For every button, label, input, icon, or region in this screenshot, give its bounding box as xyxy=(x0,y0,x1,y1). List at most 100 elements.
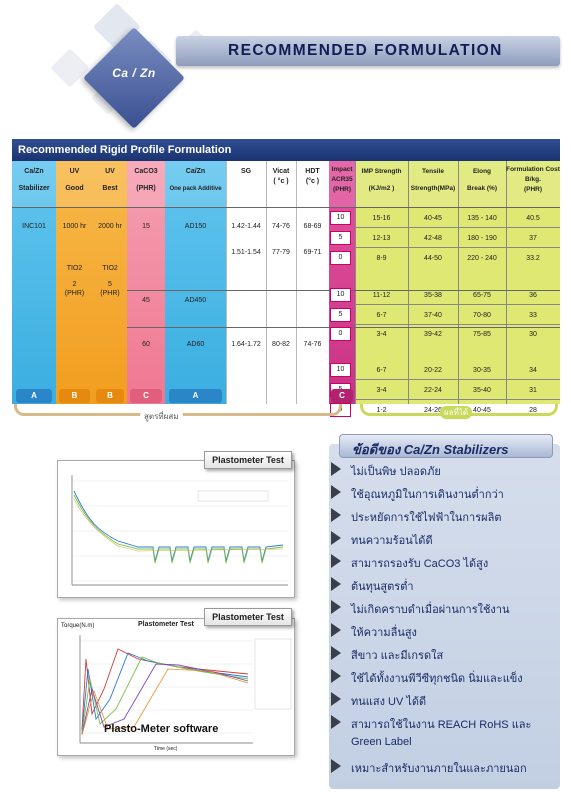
uv-good-amount: 2 xyxy=(72,281,77,288)
arrow-icon xyxy=(331,485,341,499)
imp-strength-value: 15-16 xyxy=(372,215,391,222)
benefit-text: ใช้ได้ทั้งงานพีวีซีทุกชนิด นิ่มและแข็ง xyxy=(351,673,523,685)
col-divider xyxy=(226,161,227,404)
benefit-text: ใช้อุณหภูมิในการเดินงานต่ำกว่า xyxy=(351,489,504,501)
tensile-value: 37-40 xyxy=(424,312,442,319)
header-imp-strength: IMP Strength (KJ/m2 ) xyxy=(361,168,402,192)
benefit-item: ใช้ได้ทั้งงานพีวีซีทุกชนิด นิ่มและแข็ง xyxy=(331,668,559,686)
col-uv-good xyxy=(56,161,93,404)
vicat-value: 80-82 xyxy=(272,341,290,348)
benefit-text: ไม่เป็นพิษ ปลอดภัย xyxy=(351,466,441,478)
col-divider xyxy=(266,161,267,404)
plastometer-tag-1: Plastometer Test xyxy=(204,451,292,469)
uv-good-hours: 1000 hr xyxy=(62,223,87,230)
badge-label: Ca / Zn xyxy=(112,66,156,80)
tab-additive: A xyxy=(169,389,222,403)
impact-value: 5 xyxy=(330,308,351,322)
benefit-item: ไม่เป็นพิษ ปลอดภัย xyxy=(331,461,559,479)
col-divider xyxy=(296,161,297,404)
title-bar xyxy=(176,36,560,66)
arrow-icon xyxy=(331,759,341,773)
tensile-value: 24-26 xyxy=(424,407,442,414)
elong-value: 180 - 190 xyxy=(467,235,497,242)
col-caco3 xyxy=(127,161,165,404)
plastometer-tag-2: Plastometer Test xyxy=(204,608,292,626)
header-sg: SG xyxy=(240,168,252,175)
cost-value: 40.5 xyxy=(526,215,540,222)
col-hdt xyxy=(296,161,329,404)
header-impact: Impact ACR35 (PHR) xyxy=(331,166,353,193)
uv-best-tio2: TIO2 xyxy=(102,265,118,272)
arrow-icon xyxy=(331,531,341,545)
cost-value: 28 xyxy=(529,407,537,414)
elong-value: 35-40 xyxy=(473,387,491,394)
benefits-panel xyxy=(329,444,560,789)
header-stabilizer: Ca/Zn Stabilizer xyxy=(18,168,50,192)
arrow-icon xyxy=(331,600,341,614)
tensile-value: 40-45 xyxy=(424,215,442,222)
benefit-text: สีขาว และมีเกรดใส xyxy=(351,650,444,662)
cost-value: 36 xyxy=(529,292,537,299)
arrow-icon xyxy=(331,692,341,706)
benefit-text: ไม่เกิดคราบดำเมื่อผ่านการใช้งาน xyxy=(351,604,510,616)
tab-stabilizer: A xyxy=(16,389,52,403)
tab-uv-best: B xyxy=(96,389,124,403)
col-uv-best xyxy=(93,161,127,404)
benefit-text: Green Label xyxy=(351,736,412,748)
formulation-table: Ca/Zn Stabilizer UV Good UV Best CaCO3 (PHR)… xyxy=(12,161,560,417)
caco3-value: 60 xyxy=(142,341,150,348)
row-divider xyxy=(355,304,560,305)
benefit-text: เหมาะสำหรับงานภายในและภายนอก xyxy=(351,763,527,775)
benefits-title: ข้อดีของ Ca/Zn Stabilizers xyxy=(339,434,553,458)
benefit-item: ต้นทุนสูตรต่ำ xyxy=(331,576,559,594)
chart2-ylabel: Torque(N.m) xyxy=(61,623,95,629)
tab-caco3: C xyxy=(130,389,162,403)
row-divider xyxy=(355,227,560,228)
chart2-xlabel: Time (sec) xyxy=(154,746,178,752)
tensile-value: 44-50 xyxy=(424,255,442,262)
header-uv-good: UV Good xyxy=(65,168,84,192)
plastometer-graph-2 xyxy=(58,619,294,755)
stabilizer-value: INC101 xyxy=(22,223,46,230)
benefit-text: ประหยัดการใช้ไฟฟ้าในการผลิต xyxy=(351,512,502,524)
col-additive xyxy=(165,161,226,404)
col-sg xyxy=(226,161,266,404)
header-vicat: Vicat( °c ) xyxy=(272,168,290,185)
benefit-text: ให้ความลื่นสูง xyxy=(351,627,417,639)
page-title: RECOMMENDED FORMULATION xyxy=(228,42,503,59)
row-divider xyxy=(355,247,560,248)
plastometer-graph-1 xyxy=(58,461,294,597)
col-divider xyxy=(355,161,356,404)
formula-brace-label: สูตรที่ผสม xyxy=(140,410,183,423)
arrow-icon xyxy=(331,508,341,522)
hdt-value: 68-69 xyxy=(303,223,322,230)
impact-value: 10 xyxy=(330,363,351,377)
tab-uv-good: B xyxy=(59,389,90,403)
uv-best-unit: (PHR) xyxy=(100,290,120,297)
uv-best-amount: 5 xyxy=(108,281,112,288)
arrow-icon xyxy=(331,646,341,660)
header-hdt: HDT (°c ) xyxy=(305,168,320,185)
col-results xyxy=(355,161,560,404)
row-divider xyxy=(355,399,560,400)
hdt-value: 74-76 xyxy=(303,341,322,348)
impact-value: 0 xyxy=(330,327,351,341)
impact-value: 10 xyxy=(330,288,351,302)
benefit-text: ต้นทุนสูตรต่ำ xyxy=(351,581,414,593)
benefit-item: ทนความร้อนได้ดี xyxy=(331,530,559,548)
tensile-value: 42-48 xyxy=(424,235,442,242)
tensile-value: 39-42 xyxy=(424,331,442,338)
result-brace-label: ผลที่ได้ xyxy=(440,406,473,419)
hdt-value: 69-71 xyxy=(303,249,322,256)
header-caco3: CaCO3 (PHR) xyxy=(134,168,158,192)
arrow-icon xyxy=(331,715,341,729)
cost-value: 34 xyxy=(529,367,537,374)
plastometer-chart-1 xyxy=(57,460,295,598)
tensile-value: 35-38 xyxy=(424,292,442,299)
benefit-item: ให้ความลื่นสูง xyxy=(331,622,559,640)
benefit-text: ทนแสง UV ได้ดี xyxy=(351,696,427,708)
cost-value: 33 xyxy=(529,312,537,319)
header-additive: Ca/Zn One pack Additive xyxy=(169,168,222,192)
decor-cube xyxy=(50,48,90,88)
arrow-icon xyxy=(331,554,341,568)
